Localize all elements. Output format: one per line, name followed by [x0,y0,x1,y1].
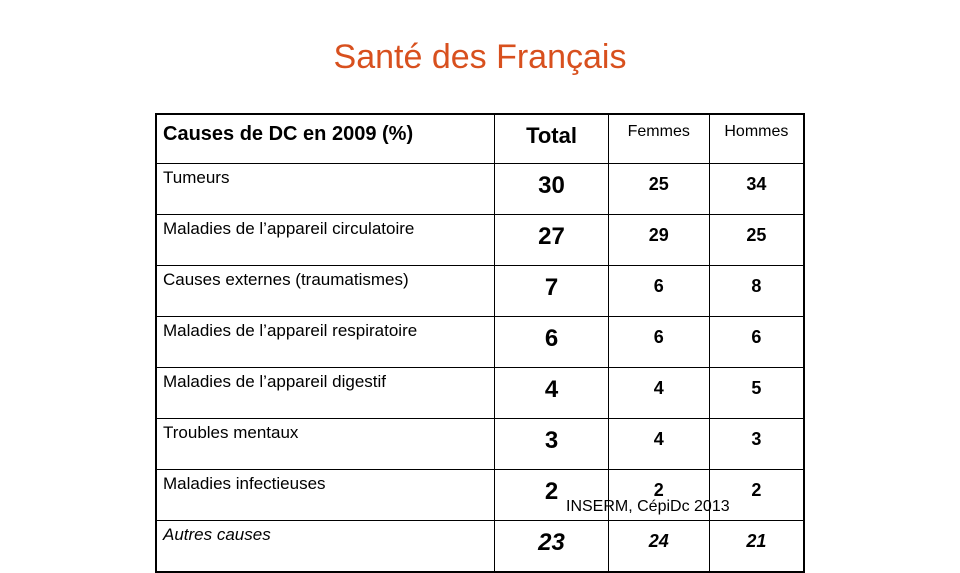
cell-hommes: 21 [708,520,805,573]
table-row: Maladies infectieuses 2 2 2 [155,469,805,521]
cell-hommes: 6 [708,316,805,368]
cell-hommes: 3 [708,418,805,470]
source-citation: INSERM, CépiDc 2013 [566,498,730,515]
cell-cause: Causes externes (traumatismes) [155,265,496,317]
cell-femmes: 6 [607,316,710,368]
cell-hommes: 8 [708,265,805,317]
cell-total: 7 [494,265,609,317]
cell-hommes: 2 [708,469,805,521]
cell-cause: Maladies de l’appareil circulatoire [155,214,496,266]
cell-cause: Troubles mentaux [155,418,496,470]
cell-femmes: 6 [607,265,710,317]
cell-femmes: 4 [607,418,710,470]
cell-cause: Maladies de l’appareil respiratoire [155,316,496,368]
cell-cause: Maladies infectieuses [155,469,496,521]
cell-total: 30 [494,163,609,215]
cell-hommes: 34 [708,163,805,215]
cell-total: 27 [494,214,609,266]
table-row: Causes externes (traumatismes) 7 6 8 [155,265,805,317]
cell-femmes: 4 [607,367,710,419]
header-hommes: Hommes [708,113,805,164]
table-header-row: Causes de DC en 2009 (%) Total Femmes Ho… [155,113,805,164]
cell-hommes: 5 [708,367,805,419]
cell-femmes: 25 [607,163,710,215]
cell-cause: Maladies de l’appareil digestif [155,367,496,419]
cell-femmes: 29 [607,214,710,266]
table-row: Autres causes 23 24 21 [155,520,805,573]
cell-hommes: 25 [708,214,805,266]
header-femmes: Femmes [607,113,710,164]
table-row: Maladies de l’appareil digestif 4 4 5 [155,367,805,419]
causes-table: Causes de DC en 2009 (%) Total Femmes Ho… [155,113,805,573]
cell-total: 23 [494,520,609,573]
page-title: Santé des Français [333,38,627,76]
cell-total: 4 [494,367,609,419]
header-causes: Causes de DC en 2009 (%) [155,113,496,164]
cell-cause: Autres causes [155,520,496,573]
cell-total: 2 [494,469,609,521]
table-row: Maladies de l’appareil respiratoire 6 6 6 [155,316,805,368]
table-row: Tumeurs 30 25 34 [155,163,805,215]
cell-total: 6 [494,316,609,368]
cell-cause: Tumeurs [155,163,496,215]
cell-total: 3 [494,418,609,470]
cell-femmes: 2 [607,469,710,521]
table-body: Tumeurs 30 25 34 Maladies de l’appareil circ… [155,163,805,573]
table-row: Troubles mentaux 3 4 3 [155,418,805,470]
cell-femmes: 24 [607,520,710,573]
header-total: Total [494,113,609,164]
table-row: Maladies de l’appareil circulatoire 27 29 2… [155,214,805,266]
